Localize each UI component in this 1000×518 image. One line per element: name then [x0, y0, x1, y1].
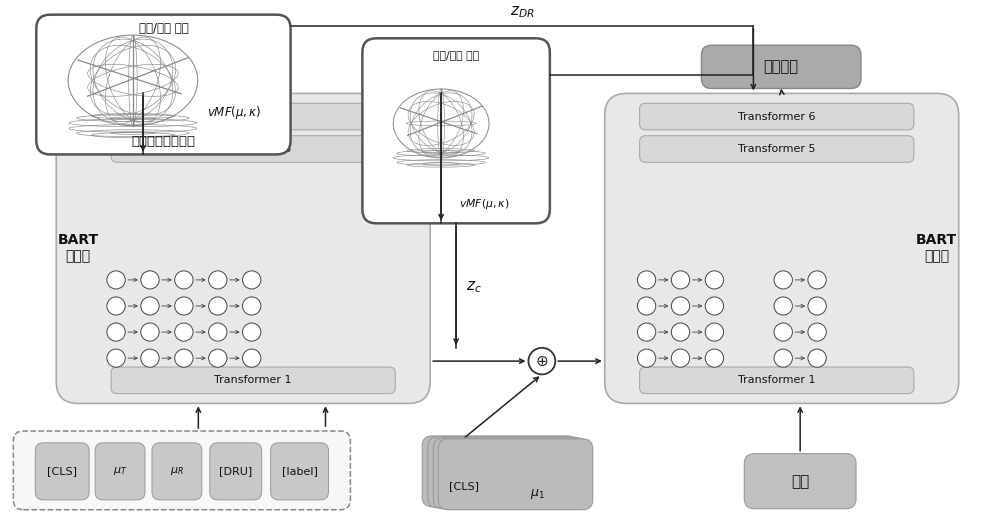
Circle shape [209, 323, 227, 341]
FancyBboxPatch shape [433, 438, 588, 509]
Text: [label]: [label] [282, 466, 317, 477]
Circle shape [671, 297, 690, 315]
FancyBboxPatch shape [362, 38, 550, 223]
Circle shape [107, 349, 125, 367]
Circle shape [528, 348, 555, 375]
FancyBboxPatch shape [422, 436, 577, 507]
FancyBboxPatch shape [152, 443, 202, 500]
Text: $\mu_1$: $\mu_1$ [530, 487, 545, 501]
Text: 回复: 回复 [791, 473, 809, 488]
Text: $\mu_R$: $\mu_R$ [170, 465, 184, 478]
FancyBboxPatch shape [640, 136, 914, 162]
Text: [DRU]: [DRU] [219, 466, 252, 477]
Circle shape [808, 271, 826, 289]
Circle shape [107, 297, 125, 315]
Circle shape [243, 297, 261, 315]
Circle shape [671, 271, 690, 289]
Text: [CLS]: [CLS] [449, 481, 479, 491]
FancyBboxPatch shape [701, 45, 861, 89]
Circle shape [774, 297, 792, 315]
Text: 后验/先验 网络: 后验/先验 网络 [433, 50, 479, 60]
Circle shape [175, 297, 193, 315]
FancyBboxPatch shape [13, 431, 350, 510]
Circle shape [637, 323, 656, 341]
Text: Transformer 1: Transformer 1 [214, 376, 292, 385]
Text: Transformer 1: Transformer 1 [738, 376, 815, 385]
Circle shape [209, 297, 227, 315]
FancyBboxPatch shape [605, 93, 959, 404]
Circle shape [141, 323, 159, 341]
Text: $z_c$: $z_c$ [466, 279, 482, 295]
FancyBboxPatch shape [111, 367, 395, 394]
FancyBboxPatch shape [56, 93, 430, 404]
Text: Transformer 5: Transformer 5 [214, 144, 292, 154]
Circle shape [774, 323, 792, 341]
Text: Transformer 5: Transformer 5 [738, 144, 815, 154]
Circle shape [107, 323, 125, 341]
Circle shape [705, 323, 724, 341]
Ellipse shape [68, 35, 198, 126]
Circle shape [637, 271, 656, 289]
Circle shape [141, 271, 159, 289]
Circle shape [774, 349, 792, 367]
FancyBboxPatch shape [210, 443, 262, 500]
Circle shape [671, 323, 690, 341]
Text: $\it{v}MF(\mu, \kappa)$: $\it{v}MF(\mu, \kappa)$ [459, 197, 509, 211]
Circle shape [175, 323, 193, 341]
Text: 回复生成: 回复生成 [764, 60, 799, 75]
Circle shape [705, 349, 724, 367]
Circle shape [243, 323, 261, 341]
Circle shape [637, 297, 656, 315]
FancyBboxPatch shape [35, 443, 89, 500]
Text: $\it{v}MF(\mu, \kappa)$: $\it{v}MF(\mu, \kappa)$ [207, 104, 262, 121]
Text: $\oplus$: $\oplus$ [535, 354, 549, 369]
Text: Transformer 6: Transformer 6 [214, 111, 292, 122]
Circle shape [671, 349, 690, 367]
Circle shape [175, 271, 193, 289]
FancyBboxPatch shape [744, 454, 856, 509]
Text: $\mu_T$: $\mu_T$ [113, 465, 127, 478]
FancyBboxPatch shape [428, 437, 582, 508]
Circle shape [175, 349, 193, 367]
Circle shape [243, 349, 261, 367]
Circle shape [705, 271, 724, 289]
Circle shape [808, 323, 826, 341]
Text: 后验/先验 网络: 后验/先验 网络 [139, 22, 188, 35]
Circle shape [243, 271, 261, 289]
Text: 先验篇章关系规划: 先验篇章关系规划 [131, 135, 195, 148]
Text: Transformer 6: Transformer 6 [738, 111, 815, 122]
Text: $z_{DR}$: $z_{DR}$ [510, 4, 534, 20]
FancyBboxPatch shape [271, 443, 328, 500]
Circle shape [209, 349, 227, 367]
Circle shape [637, 349, 656, 367]
Ellipse shape [393, 89, 489, 158]
FancyBboxPatch shape [640, 367, 914, 394]
Text: BART
编码器: BART 编码器 [58, 233, 99, 264]
FancyBboxPatch shape [438, 439, 593, 510]
Circle shape [808, 349, 826, 367]
Circle shape [141, 297, 159, 315]
FancyBboxPatch shape [95, 443, 145, 500]
FancyBboxPatch shape [640, 103, 914, 130]
FancyBboxPatch shape [111, 136, 395, 162]
Circle shape [774, 271, 792, 289]
Circle shape [705, 297, 724, 315]
Circle shape [141, 349, 159, 367]
Circle shape [107, 271, 125, 289]
FancyBboxPatch shape [36, 15, 291, 154]
Circle shape [209, 271, 227, 289]
Circle shape [808, 297, 826, 315]
Text: BART
解码器: BART 解码器 [916, 233, 957, 264]
Text: [CLS]: [CLS] [47, 466, 77, 477]
FancyBboxPatch shape [111, 103, 395, 130]
